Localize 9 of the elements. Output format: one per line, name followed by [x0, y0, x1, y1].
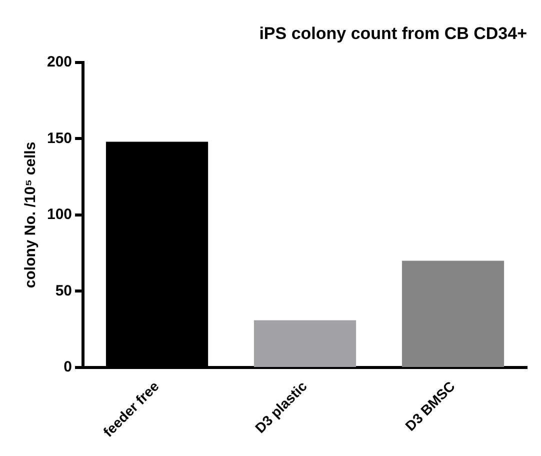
y-tick-label: 0 — [64, 358, 72, 376]
y-tick-label: 150 — [46, 130, 72, 147]
y-tick-label: 200 — [46, 54, 72, 71]
bar — [254, 320, 356, 367]
chart-title: iPS colony count from CB CD34+ — [259, 24, 528, 43]
bar — [402, 260, 504, 367]
y-axis-title: colony No. /10⁵ cells — [22, 142, 40, 288]
y-tick-label: 100 — [46, 206, 72, 224]
y-tick-label: 50 — [55, 282, 72, 300]
